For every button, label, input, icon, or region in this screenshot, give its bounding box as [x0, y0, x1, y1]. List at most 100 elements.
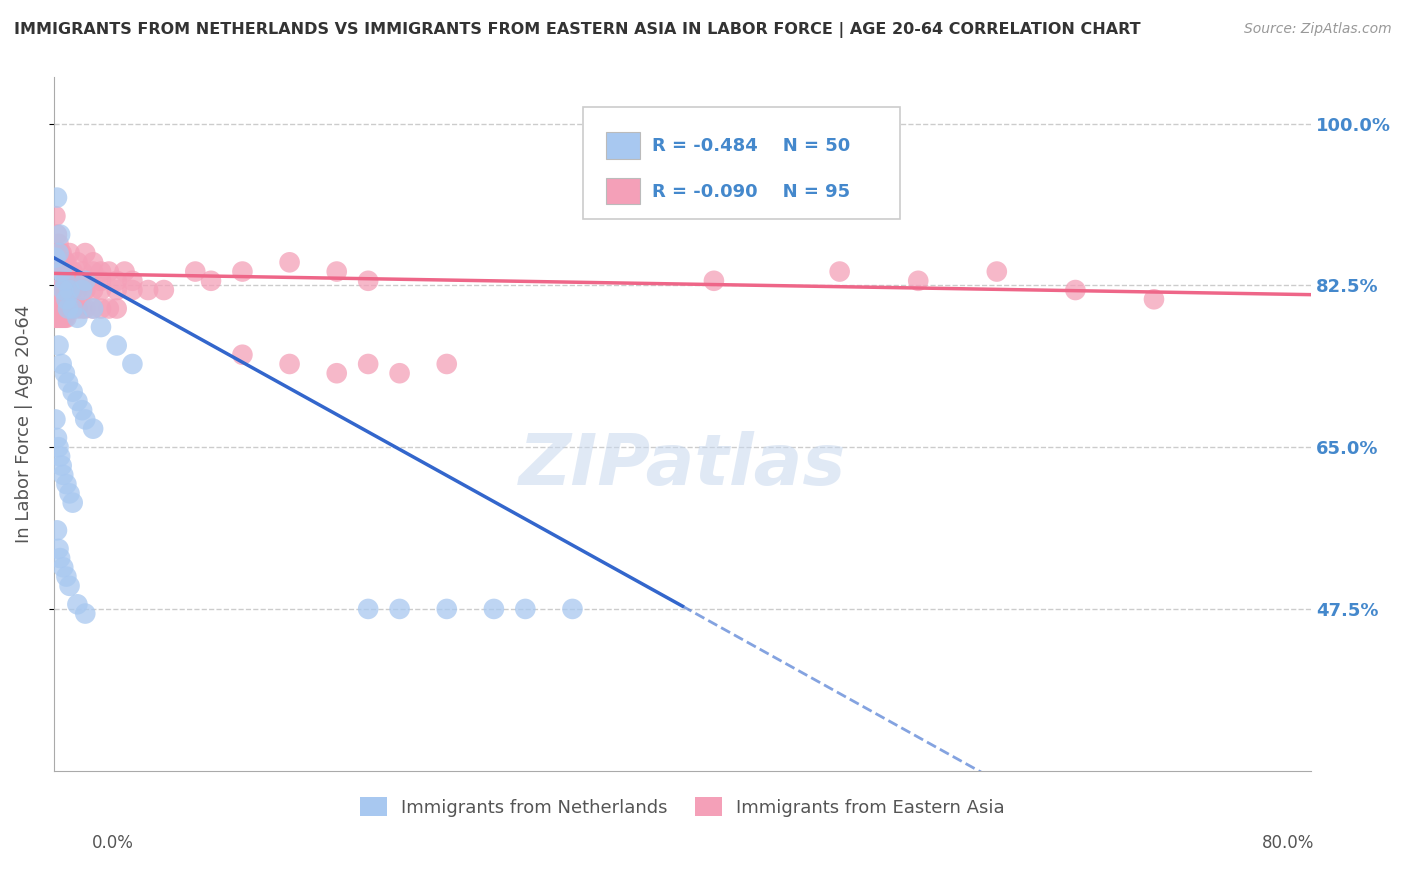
Text: 80.0%: 80.0% — [1263, 834, 1315, 852]
Text: 0.0%: 0.0% — [91, 834, 134, 852]
Point — [51, 264, 73, 278]
Point — [51, 246, 73, 260]
Point — [44, 412, 66, 426]
Point — [82, 301, 104, 316]
Point — [49, 551, 72, 566]
Point — [75, 412, 97, 426]
Point — [46, 283, 69, 297]
Point — [52, 310, 75, 325]
Point — [55, 569, 77, 583]
Point — [703, 274, 725, 288]
Text: ZIPatlas: ZIPatlas — [519, 431, 846, 500]
Point — [49, 227, 72, 242]
Point — [357, 357, 380, 371]
Point — [55, 301, 77, 316]
Point — [75, 246, 97, 260]
Point — [82, 301, 104, 316]
Point — [75, 274, 97, 288]
Text: Source: ZipAtlas.com: Source: ZipAtlas.com — [1244, 22, 1392, 37]
Point — [388, 366, 411, 380]
Point — [48, 255, 70, 269]
Point — [388, 602, 411, 616]
Point — [55, 477, 77, 491]
Point — [58, 486, 80, 500]
Point — [48, 283, 70, 297]
Point — [46, 227, 69, 242]
Point — [82, 264, 104, 278]
Point — [278, 357, 301, 371]
Point — [66, 255, 89, 269]
Point — [58, 274, 80, 288]
Point — [46, 524, 69, 538]
Point — [231, 264, 253, 278]
Point — [90, 320, 112, 334]
Point — [49, 450, 72, 464]
Point — [75, 301, 97, 316]
Point — [184, 264, 207, 278]
Point — [97, 301, 120, 316]
Point — [907, 274, 929, 288]
Point — [357, 602, 380, 616]
Point — [82, 283, 104, 297]
Point — [53, 310, 76, 325]
Point — [70, 283, 93, 297]
Point — [58, 246, 80, 260]
Point — [436, 357, 458, 371]
Point — [44, 310, 66, 325]
Point — [52, 264, 75, 278]
Point — [66, 283, 89, 297]
Point — [56, 301, 79, 316]
Point — [55, 255, 77, 269]
Point — [56, 376, 79, 390]
Point — [46, 301, 69, 316]
Point — [482, 602, 505, 616]
Point — [44, 283, 66, 297]
Point — [48, 338, 70, 352]
Point — [62, 384, 84, 399]
Point — [278, 255, 301, 269]
Point — [66, 274, 89, 288]
Point — [58, 301, 80, 316]
Point — [53, 255, 76, 269]
Point — [48, 541, 70, 556]
Point — [1143, 293, 1166, 307]
Point — [325, 264, 347, 278]
Point — [52, 301, 75, 316]
Point — [136, 283, 159, 297]
Point — [90, 283, 112, 297]
Point — [75, 274, 97, 288]
Point — [561, 602, 583, 616]
Point — [66, 597, 89, 611]
Point — [48, 246, 70, 260]
Point — [52, 560, 75, 574]
Point — [986, 264, 1008, 278]
Point — [55, 293, 77, 307]
Point — [51, 255, 73, 269]
Point — [56, 301, 79, 316]
Point — [49, 283, 72, 297]
Point — [56, 264, 79, 278]
Point — [70, 283, 93, 297]
Point — [114, 264, 136, 278]
Point — [51, 357, 73, 371]
Point — [66, 301, 89, 316]
Point — [51, 310, 73, 325]
Point — [70, 264, 93, 278]
Point — [49, 310, 72, 325]
Point — [53, 283, 76, 297]
Point — [90, 274, 112, 288]
Point — [62, 495, 84, 509]
Text: R = -0.484    N = 50: R = -0.484 N = 50 — [652, 137, 851, 155]
Point — [52, 283, 75, 297]
Point — [51, 283, 73, 297]
Point — [58, 579, 80, 593]
Text: IMMIGRANTS FROM NETHERLANDS VS IMMIGRANTS FROM EASTERN ASIA IN LABOR FORCE | AGE: IMMIGRANTS FROM NETHERLANDS VS IMMIGRANT… — [14, 22, 1140, 38]
Point — [105, 338, 128, 352]
Point — [121, 357, 143, 371]
Point — [58, 283, 80, 297]
Point — [62, 264, 84, 278]
Point — [53, 366, 76, 380]
Point — [55, 310, 77, 325]
Point — [62, 301, 84, 316]
Point — [515, 602, 537, 616]
